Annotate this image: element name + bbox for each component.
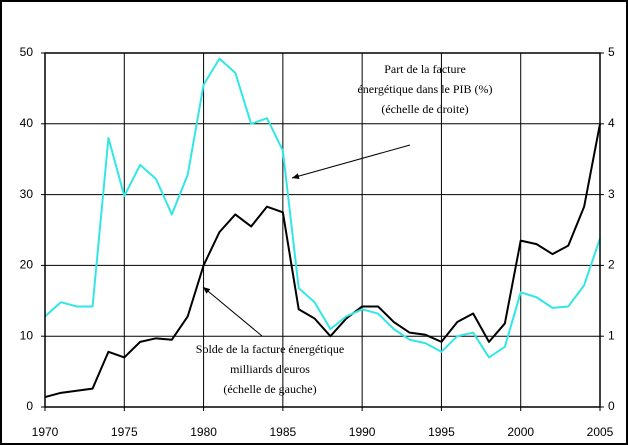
y-tick-label: 20 <box>20 258 34 272</box>
x-tick-label: 1995 <box>428 425 455 439</box>
x-tick-label: 1980 <box>190 425 217 439</box>
annotation: milliards d'euros <box>230 362 310 376</box>
y-tick-label: 10 <box>20 328 34 342</box>
y-tick-label: 40 <box>20 116 34 130</box>
series-line <box>44 57 601 359</box>
y2-tick-label: 5 <box>608 45 615 59</box>
y-tick-label: 30 <box>20 187 34 201</box>
x-tick-label: 1985 <box>270 425 297 439</box>
annotation: (échelle de gauche) <box>223 382 316 396</box>
plot-frame <box>44 52 601 408</box>
annotation: Solde de la facture énergétique <box>196 342 344 356</box>
x-tick-label: 1990 <box>349 425 376 439</box>
y2-tick-label: 1 <box>608 328 615 342</box>
x-tick-label: 2000 <box>507 425 534 439</box>
y-tick-label: 50 <box>20 45 34 59</box>
annotation: (échelle de droite) <box>381 102 468 116</box>
y2-tick-label: 2 <box>608 258 615 272</box>
annotation: Part de la facture <box>384 62 466 76</box>
y-tick-label: 0 <box>26 399 33 413</box>
annotation: énergétique dans le PIB (%) <box>357 82 492 96</box>
arrow <box>291 144 411 180</box>
y2-tick-label: 3 <box>608 187 615 201</box>
y2-tick-label: 0 <box>608 399 615 413</box>
x-tick-label: 1970 <box>32 425 59 439</box>
x-tick-label: 1975 <box>111 425 138 439</box>
y2-tick-label: 4 <box>608 116 615 130</box>
x-tick-label: 2005 <box>587 425 614 439</box>
arrow <box>202 286 263 337</box>
series-line <box>44 123 601 399</box>
